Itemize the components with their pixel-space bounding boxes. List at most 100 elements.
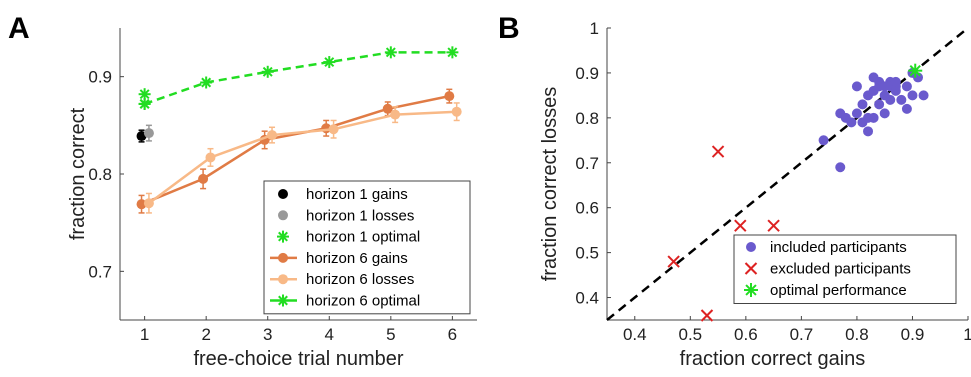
data-point — [198, 173, 209, 184]
x-tick-label: 0.7 — [790, 325, 814, 344]
data-point — [267, 130, 278, 141]
series-line — [144, 51, 453, 106]
x-tick-label: 0.5 — [678, 325, 702, 344]
legend-label: horizon 6 gains — [306, 250, 408, 267]
data-point-star — [138, 97, 151, 110]
legend-marker — [278, 252, 288, 263]
legend-entry: horizon 1 optimal — [277, 229, 420, 246]
data-point — [901, 103, 912, 114]
legend-label: horizon 6 optimal — [306, 293, 420, 310]
data-point — [205, 152, 216, 163]
data-point-star-arm — [385, 47, 396, 58]
legend-marker-star — [277, 230, 289, 243]
y-tick-label: 0.4 — [575, 289, 599, 308]
data-point — [451, 106, 462, 117]
data-point-star — [446, 46, 459, 59]
data-point-star — [200, 76, 213, 89]
legend-marker-x-stroke — [744, 262, 758, 275]
panel-letter-b: B — [498, 12, 520, 45]
data-point — [851, 81, 862, 92]
data-point-star-arm — [201, 77, 212, 88]
data-point — [444, 91, 455, 102]
data-point-star-arm — [139, 89, 150, 100]
data-point — [143, 128, 154, 139]
series-horizon-1-losses — [143, 124, 154, 142]
data-point — [918, 90, 929, 101]
data-point-x-stroke — [700, 309, 714, 322]
data-point-star — [323, 56, 336, 69]
data-point — [143, 198, 154, 209]
legend-marker-star-arm — [278, 295, 288, 306]
data-point — [136, 199, 147, 210]
data-point-x — [700, 309, 714, 322]
legend-entry: optimal performance — [744, 282, 907, 299]
data-point — [868, 112, 879, 123]
x-tick-label: 0.6 — [734, 325, 758, 344]
legend-marker — [278, 210, 288, 221]
data-point-x-stroke — [667, 255, 680, 268]
x-tick-label: 0.8 — [845, 325, 869, 344]
legend-entry: horizon 6 losses — [270, 271, 414, 288]
data-point — [818, 135, 829, 146]
x-tick-label: 1 — [140, 325, 149, 344]
panel-b-chart: 0.4 0.5 0.6 0.7 0.8 0.9 1 0.4 0.5 0.6 0.7 0.8 0.9 1 fr… — [539, 19, 971, 370]
y-tick-label: 0.7 — [88, 262, 112, 281]
legend-label: horizon 1 optimal — [306, 229, 420, 246]
data-point — [885, 94, 896, 105]
legend-marker — [278, 189, 288, 199]
legend-marker-star — [277, 294, 289, 307]
data-point-x — [711, 145, 725, 158]
legend-entry: horizon 6 optimal — [270, 293, 420, 310]
data-point-x — [667, 255, 680, 268]
legend-label: included participants — [770, 239, 907, 256]
legend-entry: excluded participants — [744, 261, 911, 278]
panel-letter-a: A — [8, 12, 30, 45]
x-tick-label: 2 — [201, 325, 210, 344]
x-tick-label: 3 — [263, 325, 272, 344]
data-point — [382, 103, 393, 114]
data-point — [907, 90, 918, 101]
x-tick-label: 4 — [325, 325, 334, 344]
x-tick-label: 1 — [963, 325, 971, 344]
data-point — [896, 94, 907, 105]
legend-marker-x — [744, 262, 758, 275]
x-axis-label: fraction correct gains — [680, 348, 866, 370]
data-point-x-stroke — [711, 145, 725, 158]
data-point — [835, 162, 846, 173]
data-point-x — [734, 219, 747, 232]
series-included-participants — [818, 67, 929, 173]
data-point — [857, 99, 868, 110]
series-horizon-6-optimal — [138, 46, 459, 110]
x-tick-label: 0.9 — [901, 325, 925, 344]
legend-label: optimal performance — [770, 282, 907, 299]
y-tick-label: 0.7 — [575, 154, 599, 173]
data-point — [846, 117, 857, 128]
legend-marker — [278, 274, 288, 285]
series-optimal-performance — [908, 63, 923, 78]
x-tick-label: 6 — [448, 325, 457, 344]
data-point-star-arm — [447, 47, 458, 58]
legend-box — [263, 180, 471, 315]
y-tick-label: 0.6 — [575, 199, 599, 218]
data-point — [390, 109, 401, 120]
data-point — [851, 108, 862, 119]
legend-entry: horizon 6 gains — [270, 250, 408, 267]
series-horizon-6-losses — [143, 102, 462, 214]
legend-entry: included participants — [746, 239, 907, 256]
y-axis-label: fraction correct — [67, 107, 89, 240]
series-excluded-participants — [667, 145, 780, 322]
data-point-x-stroke — [734, 219, 747, 232]
data-point — [863, 126, 874, 137]
y-tick-label: 0.8 — [575, 109, 599, 128]
data-point — [874, 99, 885, 110]
data-point-star — [384, 46, 397, 59]
x-axis-label: free-choice trial number — [193, 348, 403, 370]
data-point-x — [767, 219, 780, 232]
legend-entry: horizon 1 losses — [278, 207, 414, 224]
y-axis-label: fraction correct losses — [539, 87, 561, 282]
legend-marker-star-arm — [745, 284, 757, 296]
data-point-star — [261, 65, 274, 78]
legend-label: horizon 1 gains — [306, 186, 408, 203]
data-point-star-arm — [262, 66, 273, 77]
